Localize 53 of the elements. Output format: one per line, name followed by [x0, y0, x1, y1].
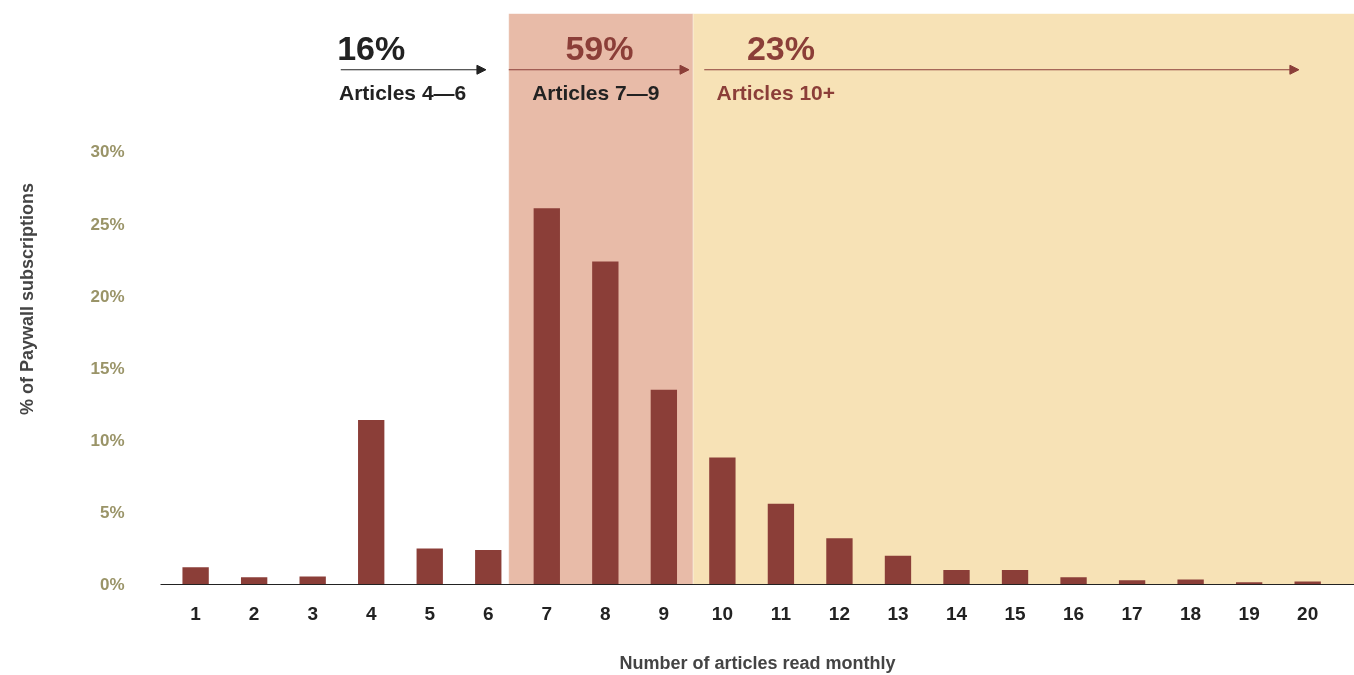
x-tick-label: 20: [1297, 602, 1319, 624]
bar: [592, 261, 619, 585]
y-tick-label: 15%: [90, 358, 125, 378]
band-label: Articles 10+: [716, 81, 836, 105]
x-tick-label: 15: [1004, 602, 1027, 624]
y-tick-label: 25%: [90, 214, 125, 234]
x-tick-label: 13: [887, 602, 909, 624]
x-tick-label: 10: [711, 602, 733, 624]
bar: [1001, 570, 1029, 585]
x-tick-label: 1: [190, 602, 202, 624]
x-tick-label: 3: [307, 602, 318, 624]
bar: [416, 548, 443, 585]
bar: [650, 389, 678, 585]
bar: [1118, 580, 1146, 585]
bar: [884, 555, 912, 585]
bar: [240, 577, 268, 585]
x-tick-label: 16: [1062, 602, 1085, 624]
y-tick-label: 30%: [90, 142, 125, 162]
x-tick-label: 8: [600, 602, 611, 624]
x-tick-label: 4: [365, 602, 377, 624]
bar: [709, 457, 736, 585]
annotation: 59%: [565, 29, 634, 68]
x-tick-label: 6: [482, 602, 494, 624]
bar: [182, 567, 209, 585]
annotation: 23%: [746, 29, 815, 68]
bar: [826, 538, 853, 585]
bar: [767, 503, 795, 585]
y-axis-title: % of Paywall subscriptions: [17, 182, 38, 416]
annotation: Articles 4—6: [339, 81, 467, 105]
x-tick-label: 9: [658, 602, 670, 624]
x-tick-label: 11: [770, 602, 792, 624]
bar: [475, 549, 502, 585]
bar: [943, 570, 970, 585]
y-tick-label: 20%: [90, 286, 125, 306]
x-tick-label: 17: [1121, 602, 1143, 624]
y-tick-label: 5%: [99, 502, 125, 522]
x-axis-title: Number of articles read monthly: [619, 652, 896, 673]
x-tick-label: 7: [541, 602, 553, 624]
bar: [358, 420, 385, 585]
bar: [1177, 579, 1204, 585]
y-tick-label: 0%: [99, 575, 125, 594]
annotation: 16%: [337, 29, 406, 68]
x-tick-label: 5: [424, 602, 436, 624]
x-tick-label: 14: [945, 602, 968, 624]
bar: [1235, 582, 1263, 585]
y-tick-label: 10%: [90, 430, 125, 450]
bar: [533, 208, 560, 585]
x-tick-label: 2: [248, 602, 260, 624]
x-tick-label: 19: [1238, 602, 1260, 624]
x-tick-label: 12: [828, 602, 851, 624]
band-label: Articles 7—9: [532, 81, 660, 105]
x-tick-label: 18: [1180, 602, 1202, 624]
bar: [1060, 577, 1087, 585]
